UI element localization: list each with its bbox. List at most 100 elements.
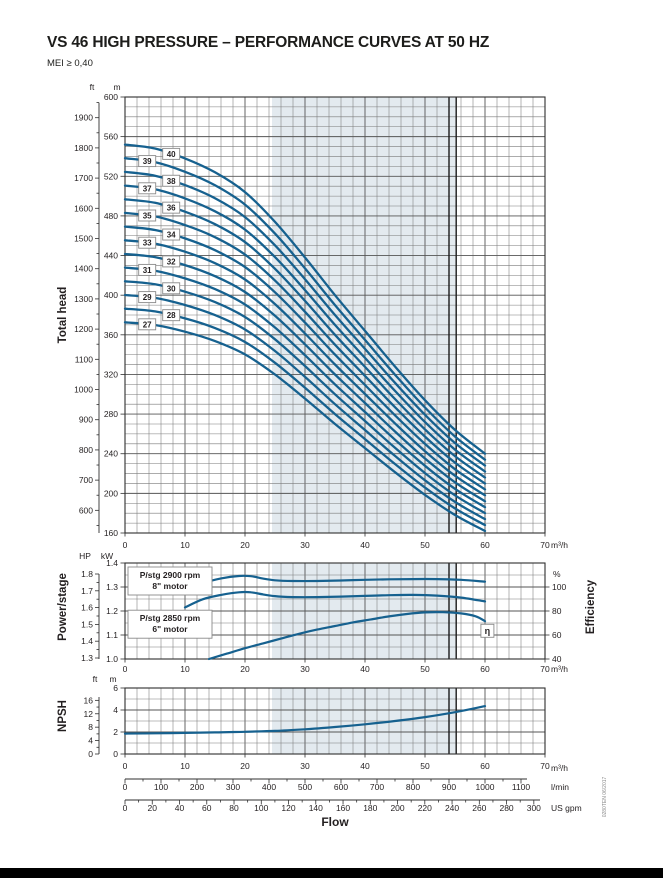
- annotation-text-2-0: η: [485, 626, 491, 636]
- m-tick-label: 200: [104, 488, 118, 498]
- lmin-tick-label: 1100: [512, 782, 531, 792]
- hp-tick-label: 1.5: [81, 619, 93, 629]
- m-tick-label: 280: [104, 409, 118, 419]
- x-tick-label: 60: [480, 664, 490, 674]
- conversion-rulers: 0 100 200 300 400 500 600 700 800 900 1000 1100 0 20 4…: [123, 778, 541, 813]
- ft-tick-label: 8: [88, 722, 93, 732]
- x-tick-label: 40: [360, 540, 370, 550]
- pct-tick-label: 80: [552, 606, 562, 616]
- flow-axis-labels: 0 10 20 30 40 50 60 70: [123, 659, 550, 674]
- stage-label-box-31: [138, 263, 157, 276]
- ft-tick-label: 0: [88, 749, 93, 759]
- stage-label-box-37: [138, 182, 157, 195]
- stage-label-28: 28: [167, 311, 176, 320]
- ft-tick-label: 1600: [74, 203, 93, 213]
- stage-label-box-29: [138, 291, 157, 304]
- hp-tick-label: 1.8: [81, 569, 93, 579]
- stage-label-30: 30: [167, 284, 176, 293]
- m-tick-label: 440: [104, 251, 118, 261]
- head-y-axes: 600 560 520 480 440 400 360 320 280 240 200 160 1900…: [74, 92, 125, 538]
- head-curve-29: [123, 293, 487, 521]
- usgpm-tick-label: 60: [202, 803, 212, 813]
- head-curve-36: [123, 198, 487, 479]
- m-tick-label: 0: [113, 749, 118, 759]
- ft-tick-label: 1100: [75, 354, 94, 364]
- pct-tick-label: 40: [552, 654, 562, 664]
- power-y-title: Power/stage: [57, 573, 69, 641]
- x-tick-label: 10: [180, 664, 190, 674]
- stage-label-box-38: [162, 174, 181, 187]
- page-title: VS 46 HIGH PRESSURE – PERFORMANCE CURVES…: [47, 34, 490, 51]
- m-tick-label: 2: [113, 727, 118, 737]
- hp-tick-label: 1.3: [81, 653, 93, 663]
- usgpm-tick-label: 300: [527, 803, 541, 813]
- x-tick-label: 20: [240, 664, 250, 674]
- ft-tick-label: 1700: [74, 173, 93, 183]
- ft-tick-label: 1200: [74, 324, 93, 334]
- usgpm-tick-label: 40: [175, 803, 185, 813]
- ft-tick-label: 900: [79, 415, 93, 425]
- lmin-tick-label: 0: [123, 782, 128, 792]
- head-curve-34: [123, 225, 487, 491]
- x-tick-label: 50: [420, 761, 430, 771]
- head-ft-header: ft: [90, 82, 95, 92]
- ft-tick-label: 700: [79, 475, 93, 485]
- lmin-tick-label: 1000: [476, 782, 495, 792]
- npsh-curve: [123, 705, 487, 735]
- doc-code: 0280TEN 06/2017: [602, 776, 608, 817]
- annotation-text-0-1: 8" motor: [152, 581, 188, 591]
- stage-label-27: 27: [143, 320, 152, 329]
- head-y-title: Total head: [57, 287, 69, 344]
- head-curve-35: [123, 211, 487, 485]
- head-x-unit: m³/h: [551, 540, 568, 550]
- head-curve-39: [123, 157, 487, 461]
- head-curves: [123, 143, 487, 533]
- npsh-y-title: NPSH: [57, 700, 69, 732]
- lmin-tick-label: 100: [154, 782, 168, 792]
- npsh-ft-header: ft: [93, 674, 98, 684]
- m-tick-label: 320: [104, 369, 118, 379]
- usgpm-tick-label: 80: [229, 803, 239, 813]
- m-tick-label: 160: [104, 528, 118, 538]
- hp-tick-label: 1.6: [81, 603, 93, 613]
- footer-bar: [0, 868, 663, 878]
- ft-tick-label: 4: [88, 736, 93, 746]
- head-curve-31: [123, 266, 487, 509]
- npsh-base: [124, 687, 546, 755]
- head-m-header: m: [113, 82, 120, 92]
- x-tick-label: 30: [300, 664, 310, 674]
- flow-axis-labels: 0 10 20 30 40 50 60 70: [123, 754, 550, 771]
- stage-label-box-30: [162, 282, 181, 295]
- x-tick-label: 30: [300, 540, 310, 550]
- flow-axis-title: Flow: [321, 815, 349, 829]
- lmin-tick-label: 600: [334, 782, 348, 792]
- head-curve-38: [123, 170, 487, 467]
- flow-axis-labels: 0 10 20 30 40 50 60 70: [123, 533, 550, 550]
- npsh-curve-group: [123, 705, 487, 735]
- npsh-frame: [124, 687, 546, 755]
- head-curve-28: [123, 307, 487, 527]
- ft-tick-label: 1900: [74, 113, 93, 123]
- efficiency-y-title: Efficiency: [585, 579, 597, 634]
- power-kw-header: kW: [101, 551, 113, 561]
- power-pct-header: %: [553, 569, 561, 579]
- stage-label-33: 33: [143, 239, 152, 248]
- stage-label-29: 29: [143, 293, 152, 302]
- x-tick-label: 20: [240, 540, 250, 550]
- ft-tick-label: 1500: [74, 234, 93, 244]
- x-tick-label: 30: [300, 761, 310, 771]
- hp-tick-label: 1.7: [81, 586, 93, 596]
- annotation-box-0: [127, 566, 213, 596]
- x-tick-label: 50: [420, 664, 430, 674]
- stage-label-38: 38: [167, 177, 176, 186]
- annotation-text-1-1: 6" motor: [152, 624, 188, 634]
- x-tick-label: 10: [180, 761, 190, 771]
- lmin-tick-label: 700: [370, 782, 384, 792]
- lmin-tick-label: 300: [226, 782, 240, 792]
- head-curve-40: [123, 143, 487, 455]
- stage-label-40: 40: [167, 150, 176, 159]
- head-curve-33: [123, 239, 487, 497]
- stage-label-box-28: [162, 309, 181, 322]
